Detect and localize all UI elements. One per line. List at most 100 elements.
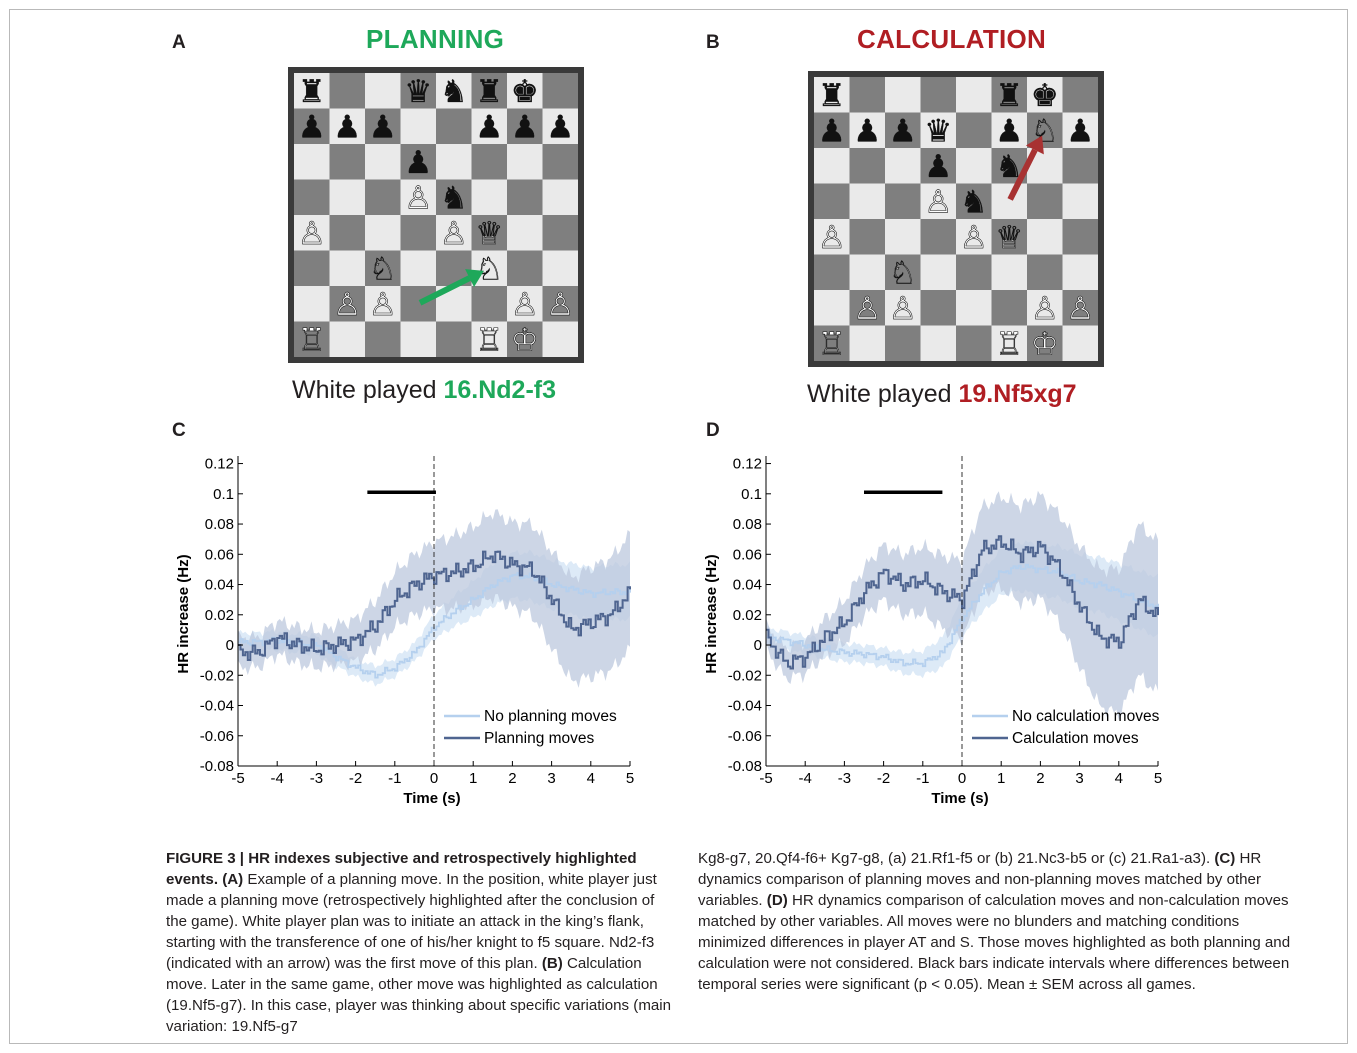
x-tick-label: 1 — [469, 770, 477, 787]
white-pawn-piece: ♙ — [440, 216, 468, 252]
x-tick-label: -4 — [799, 770, 812, 787]
x-tick-label: -4 — [271, 770, 284, 787]
x-tick-label: 0 — [430, 770, 438, 787]
black-knight-piece: ♞ — [960, 185, 988, 221]
x-tick-label: -3 — [838, 770, 851, 787]
white-pawn-piece: ♙ — [546, 287, 574, 323]
x-tick-label: -1 — [388, 770, 401, 787]
black-knight-piece: ♞ — [440, 74, 468, 110]
black-rook-piece: ♜ — [475, 74, 503, 110]
white-pawn-piece: ♙ — [924, 185, 952, 221]
white-pawn-piece: ♙ — [369, 287, 397, 323]
white-pawn-piece: ♙ — [298, 216, 326, 252]
white-pawn-piece: ♙ — [853, 291, 881, 327]
white-rook-piece: ♖ — [995, 327, 1023, 363]
y-tick-label: 0.08 — [733, 516, 762, 533]
black-pawn-piece: ♟ — [475, 110, 503, 146]
chart-d: 0.12 0.1 0.08 0.06 0.04 0.02 0 -0.02 -0.04 -0.06 -… — [703, 456, 1162, 807]
y-tick-label: 0.08 — [205, 516, 234, 533]
x-tick-label: -3 — [310, 770, 323, 787]
x-tick-label: 5 — [1154, 770, 1162, 787]
panel-letter-c: C — [172, 420, 186, 441]
y-tick-label: -0.08 — [200, 758, 234, 775]
white-rook-piece: ♖ — [818, 327, 846, 363]
y-tick-label: 0.12 — [205, 456, 234, 473]
board-caption-a: White played 16.Nd2-f3 — [292, 376, 556, 405]
white-pawn-piece: ♙ — [889, 291, 917, 327]
board-caption-b: White played 19.Nf5xg7 — [807, 380, 1077, 409]
y-tick-label: 0.1 — [213, 486, 234, 503]
panel-letter-d: D — [706, 420, 720, 441]
caption-text: Example of a planning move. In the posit… — [166, 871, 657, 972]
panel-letter-b: B — [706, 32, 720, 53]
legend-label: Planning moves — [484, 730, 595, 747]
legend-label: Calculation moves — [1012, 730, 1139, 747]
white-pawn-piece: ♙ — [960, 220, 988, 256]
y-tick-label: 0.1 — [741, 486, 762, 503]
sem-band-series-1 — [238, 509, 630, 688]
figure-caption-right: Kg8-g7, 20.Qf4-f6+ Kg7-g8, (a) 21.Rf1-f5… — [698, 848, 1310, 995]
white-queen-piece: ♕ — [995, 220, 1023, 256]
caption-text: HR dynamics comparison of planning moves… — [698, 850, 1262, 909]
black-pawn-piece: ♟ — [333, 110, 361, 146]
white-pawn-piece: ♙ — [1066, 291, 1094, 327]
panel-title-calculation: CALCULATION — [857, 24, 1047, 54]
y-tick-label: -0.04 — [728, 698, 762, 715]
chess-board-b: ♜ ♜ ♚♟ ♟ ♟ ♛ ♟ ♘ ♟♟ ♞♙ ♞♙ ♙ ♕♘♙ ♙ ♙ ♙♖ ♖ ♔ — [808, 71, 1104, 367]
series-line-0 — [238, 572, 631, 679]
caption-panel-ref: (B) — [541, 955, 563, 972]
x-axis-label: Time (s) — [403, 790, 460, 807]
y-axis-label: HR increase (Hz) — [703, 554, 720, 673]
caption-text: HR dynamics comparison of calculation mo… — [698, 892, 1291, 993]
chart-c: 0.12 0.1 0.08 0.06 0.04 0.02 0 -0.02 -0.04 -0.06 -… — [175, 456, 634, 807]
move-arrowhead — [1025, 135, 1044, 155]
caption-panel-ref: (D) — [766, 892, 788, 909]
black-rook-piece: ♜ — [818, 78, 846, 114]
black-pawn-piece: ♟ — [995, 114, 1023, 150]
y-tick-label: 0.06 — [205, 546, 234, 563]
y-tick-label: -0.02 — [200, 667, 234, 684]
black-king-piece: ♚ — [511, 74, 539, 110]
black-pawn-piece: ♟ — [511, 110, 539, 146]
figure-frame — [9, 9, 1348, 1044]
x-tick-label: 5 — [626, 770, 634, 787]
x-tick-label: 1 — [997, 770, 1005, 787]
x-tick-label: -2 — [877, 770, 890, 787]
caption-text: Kg8-g7, 20.Qf4-f6+ Kg7-g8, (a) 21.Rf1-f5… — [698, 850, 1215, 867]
caption-panel-ref: (C) — [1214, 850, 1236, 867]
caption-text: Calculation move. Later in the same game… — [166, 955, 672, 1035]
white-pawn-piece: ♙ — [1031, 291, 1059, 327]
white-knight-piece: ♘ — [369, 252, 397, 288]
white-pawn-piece: ♙ — [818, 220, 846, 256]
x-tick-label: -5 — [231, 770, 244, 787]
y-tick-label: 0.02 — [205, 607, 234, 624]
white-knight-piece: ♘ — [889, 256, 917, 292]
x-tick-label: -2 — [349, 770, 362, 787]
figure-caption-left: FIGURE 3 | HR indexes subjective and ret… — [166, 848, 672, 1037]
chess-board-a: ♜ ♛ ♞ ♜ ♚♟ ♟ ♟ ♟ ♟ ♟♟♙ ♞♙ ♙ ♕♘ ♘♙ ♙ ♙ ♙♖ ♖ ♔ — [288, 67, 584, 363]
white-rook-piece: ♖ — [475, 323, 503, 359]
y-tick-label: -0.06 — [200, 728, 234, 745]
legend-label: No planning moves — [484, 708, 617, 725]
black-knight-piece: ♞ — [440, 181, 468, 217]
y-tick-label: 0 — [754, 637, 762, 654]
move-label-a: 16.Nd2-f3 — [443, 376, 557, 404]
x-tick-label: 0 — [958, 770, 966, 787]
black-pawn-piece: ♟ — [889, 114, 917, 150]
x-tick-label: 3 — [1075, 770, 1083, 787]
black-rook-piece: ♜ — [298, 74, 326, 110]
black-pawn-piece: ♟ — [853, 114, 881, 150]
black-queen-piece: ♛ — [924, 114, 952, 150]
black-pawn-piece: ♟ — [818, 114, 846, 150]
y-tick-label: -0.08 — [728, 758, 762, 775]
x-tick-label: 2 — [1036, 770, 1044, 787]
white-pawn-piece: ♙ — [511, 287, 539, 323]
y-tick-label: -0.04 — [200, 698, 234, 715]
x-tick-label: -1 — [916, 770, 929, 787]
black-rook-piece: ♜ — [995, 78, 1023, 114]
black-pawn-piece: ♟ — [369, 110, 397, 146]
white-pawn-piece: ♙ — [404, 181, 432, 217]
move-arrow — [1007, 148, 1038, 201]
y-axis-label: HR increase (Hz) — [175, 554, 192, 673]
x-axis-label: Time (s) — [931, 790, 988, 807]
